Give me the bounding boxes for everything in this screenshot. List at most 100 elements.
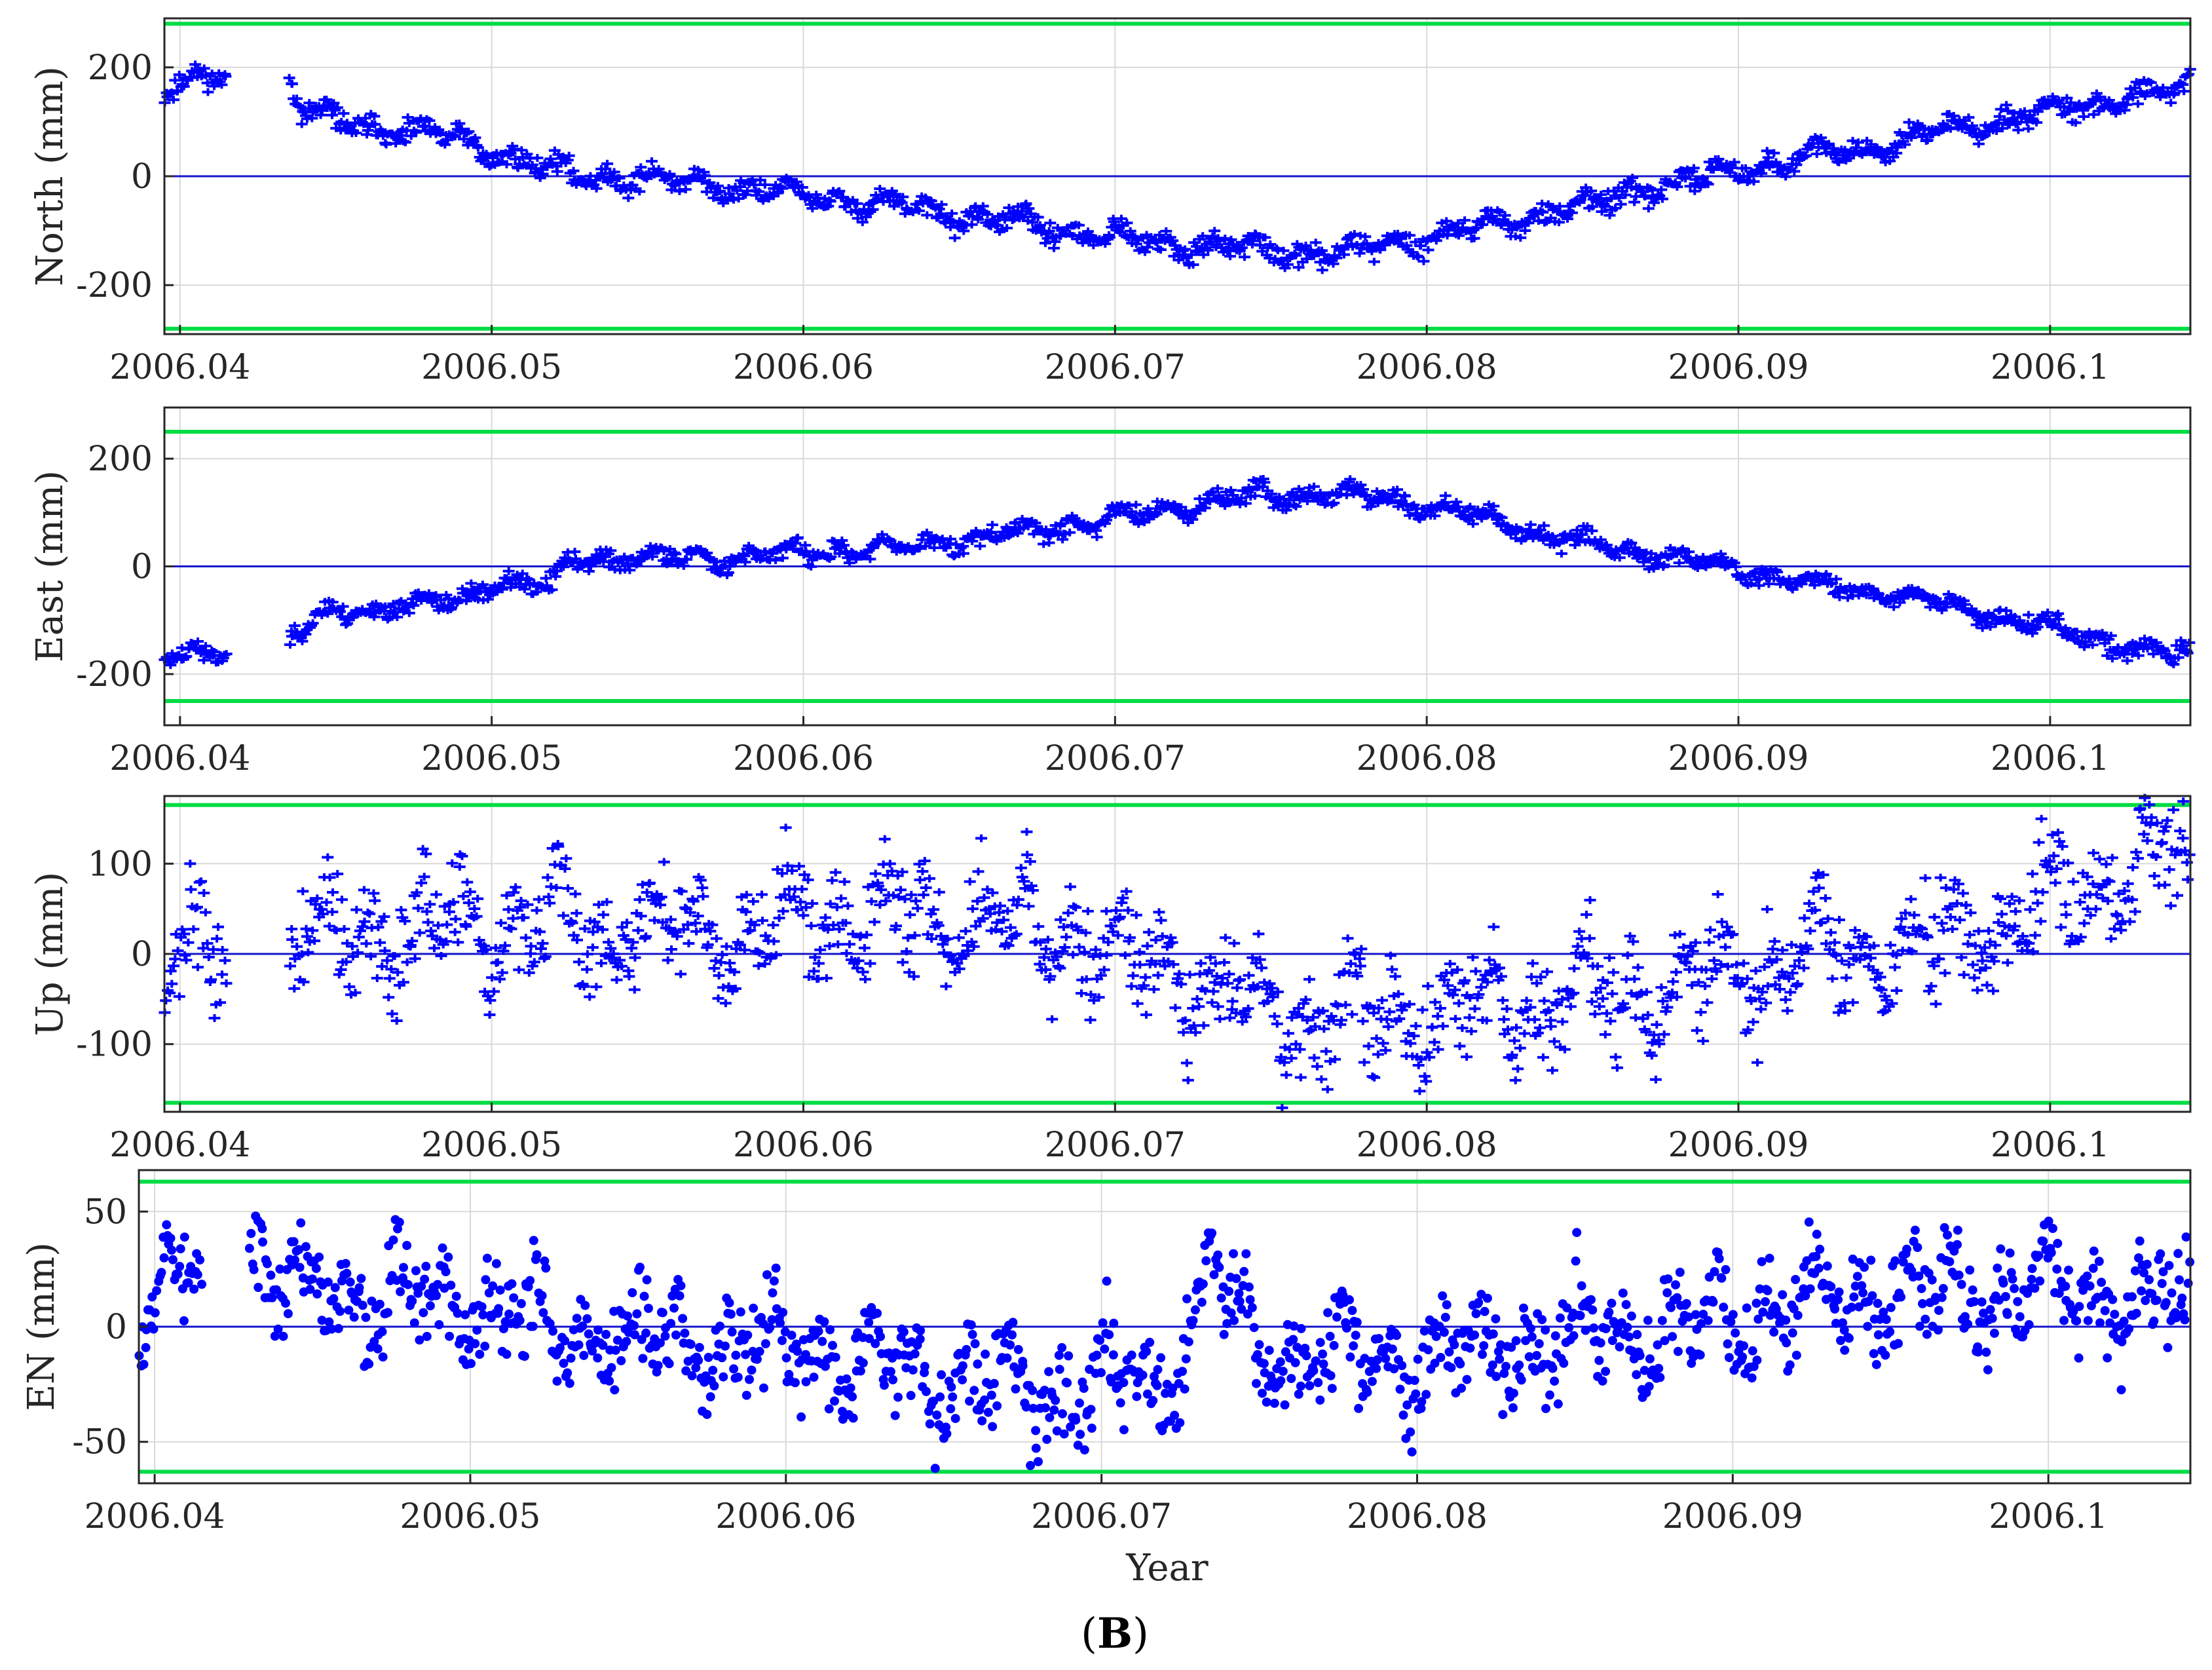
en-data-point (1258, 1388, 1267, 1398)
en-data-point (1313, 1378, 1323, 1388)
en-data-point (580, 1300, 590, 1310)
north-data-point (613, 174, 626, 182)
en-data-point (1097, 1368, 1106, 1378)
en-data-point (992, 1401, 1002, 1411)
en-data-point (791, 1378, 800, 1388)
en-data-point (1325, 1331, 1335, 1341)
en-data-point (703, 1352, 713, 1362)
north-data-point (198, 64, 210, 73)
north-ytick-label-2: 200 (88, 48, 153, 88)
en-data-point (801, 1377, 811, 1386)
en-data-point (296, 1218, 306, 1228)
up-ytick-label-1: 0 (131, 935, 153, 974)
north-data-point (1022, 204, 1035, 213)
en-data-point (653, 1361, 663, 1371)
en-data-point (858, 1358, 868, 1368)
north-data-point (601, 159, 614, 168)
en-data-point (582, 1314, 592, 1323)
en-data-point (1175, 1418, 1185, 1428)
north-data-point (646, 157, 658, 166)
en-data-point (409, 1318, 419, 1328)
en-data-point (1062, 1378, 1072, 1388)
en-data-point (466, 1359, 476, 1369)
north-data-point (921, 211, 933, 219)
en-data-point (342, 1268, 352, 1278)
en-data-point (1327, 1384, 1337, 1394)
en-data-point (638, 1354, 648, 1363)
north-data-point (851, 199, 863, 208)
en-data-point (1132, 1392, 1142, 1401)
en-data-point (1055, 1365, 1064, 1375)
north-data-points (159, 60, 2196, 275)
en-data-point (1188, 1316, 1198, 1325)
en-data-point (1286, 1374, 1296, 1384)
en-data-point (973, 1359, 983, 1369)
en-data-point (817, 1337, 827, 1346)
en-data-point (1288, 1335, 1298, 1344)
en-data-point (1098, 1318, 1108, 1328)
north-data-point (933, 205, 945, 213)
en-data-point (1241, 1249, 1251, 1259)
north-data-point (189, 60, 202, 69)
en-data-point (759, 1383, 768, 1393)
north-data-point (178, 82, 190, 90)
en-data-point (1071, 1415, 1081, 1425)
en-data-point (872, 1308, 882, 1318)
en-data-point (1087, 1423, 1097, 1433)
north-data-point (208, 82, 220, 90)
en-data-point (446, 1280, 456, 1290)
en-data-point (451, 1291, 461, 1301)
en-data-point (495, 1285, 505, 1295)
en-data-point (249, 1264, 259, 1274)
north-xtick-label-5: 2006.09 (1668, 348, 1809, 387)
en-data-point (733, 1373, 743, 1382)
en-data-point (639, 1291, 649, 1301)
en-data-point (930, 1464, 940, 1473)
en-data-point (166, 1234, 176, 1243)
up-xtick-label-6: 2006.1 (1991, 1126, 2110, 1165)
en-data-point (925, 1419, 935, 1429)
en-data-point (721, 1341, 730, 1351)
east-xtick-label-5: 2006.09 (1668, 739, 1809, 778)
en-data-point (364, 1359, 374, 1369)
en-data-point (762, 1270, 772, 1280)
en-data-point (167, 1245, 176, 1255)
en-data-point (890, 1411, 900, 1420)
north-data-point (714, 187, 726, 195)
en-data-point (1007, 1330, 1017, 1340)
north-data-point (867, 205, 879, 214)
en-data-point (937, 1370, 947, 1380)
en-data-point (916, 1326, 926, 1335)
north-xtick-label-2: 2006.06 (733, 348, 874, 387)
en-data-point (671, 1330, 681, 1340)
en-data-point (745, 1375, 754, 1384)
en-data-point (278, 1331, 288, 1341)
en-data-point (717, 1353, 727, 1363)
en-data-point (1259, 1359, 1269, 1369)
en-data-point (1229, 1249, 1238, 1259)
en-data-point (752, 1354, 762, 1364)
north-data-point (796, 183, 808, 191)
en-data-point (1095, 1335, 1105, 1345)
en-data-point (1013, 1344, 1023, 1354)
north-data-point (776, 184, 789, 193)
en-data-point (419, 1308, 428, 1318)
north-data-point (723, 189, 736, 198)
en-data-point (411, 1266, 421, 1276)
north-data-point (504, 149, 517, 157)
en-data-point (480, 1341, 490, 1351)
en-data-point (349, 1312, 359, 1322)
en-data-point (388, 1235, 398, 1245)
en-data-point (525, 1276, 535, 1285)
en-data-point (1109, 1318, 1119, 1328)
north-data-point (216, 81, 228, 89)
en-data-point (263, 1259, 272, 1268)
north-data-point (410, 128, 422, 137)
en-data-point (173, 1269, 183, 1279)
en-data-point (491, 1259, 501, 1268)
north-data-point (965, 220, 978, 229)
north-data-point (753, 187, 765, 196)
en-data-point (329, 1294, 339, 1304)
en-data-point (407, 1296, 417, 1306)
